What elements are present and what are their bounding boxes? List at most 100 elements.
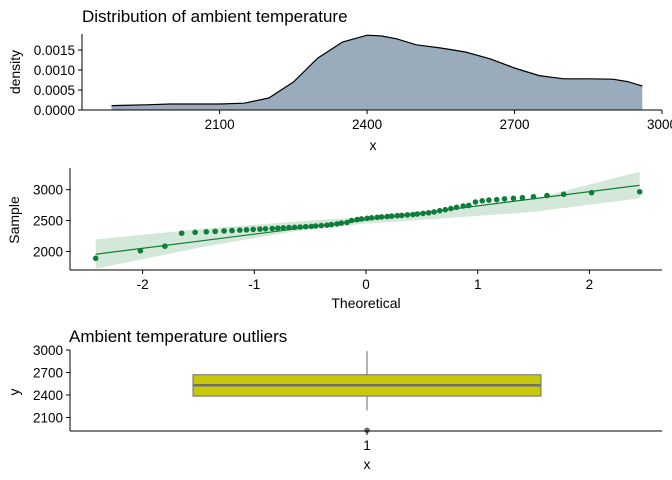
qq-point <box>297 224 303 230</box>
qq-point <box>368 215 375 221</box>
qq-point <box>510 195 517 202</box>
qq-panel: Theoretical Sample -2 -1 0 1 2 2000 2500 3000 <box>6 168 662 311</box>
qq-point <box>280 225 287 231</box>
qq-point <box>318 222 325 229</box>
qq-point <box>269 225 276 232</box>
density-y-axis-title: density <box>7 50 23 94</box>
qq-point <box>530 193 537 200</box>
box-y-tick-label: 3000 <box>33 343 63 358</box>
qq-point <box>250 226 256 233</box>
density-x-tick-label: 2700 <box>500 117 530 132</box>
qq-point <box>410 211 416 218</box>
box-panel: Ambient temperature outliers x y 2100 240… <box>6 327 662 472</box>
box-x-tick-label: 1 <box>363 438 371 453</box>
qq-x-axis-title: Theoretical <box>331 295 400 311</box>
qq-point <box>308 223 315 230</box>
box-title: Ambient temperature outliers <box>69 327 287 346</box>
qq-x-tick-label: 2 <box>586 277 594 292</box>
density-curve <box>111 34 643 107</box>
qq-point <box>286 224 292 231</box>
density-x-axis-title: x <box>370 137 377 153</box>
qq-point <box>394 212 401 219</box>
qq-point <box>328 221 335 228</box>
qq-point <box>203 229 210 235</box>
density-x-tick-label: 3000 <box>647 117 672 132</box>
qq-point <box>192 229 198 236</box>
qq-point <box>229 227 235 234</box>
qq-point <box>212 228 218 235</box>
density-title: Distribution of ambient temperature <box>82 7 348 26</box>
qq-point <box>519 194 526 201</box>
box-y-axis-title: y <box>6 389 22 396</box>
qq-point <box>378 214 385 220</box>
qq-point <box>436 207 443 214</box>
qq-point <box>137 248 144 254</box>
qq-point <box>348 217 355 224</box>
density-y-tick-label: 0.0015 <box>34 43 75 58</box>
qq-point <box>334 221 340 227</box>
qq-point <box>460 203 467 209</box>
qq-point <box>324 222 330 228</box>
qq-x-tick-label: 1 <box>474 277 482 292</box>
qq-y-axis-title: Sample <box>6 196 22 244</box>
qq-point <box>431 209 437 215</box>
qq-point <box>493 196 500 203</box>
qq-point <box>453 204 460 211</box>
qq-point <box>636 189 643 195</box>
qq-point <box>560 191 567 198</box>
density-y-tick-label: 0.0010 <box>34 63 75 78</box>
qq-point <box>448 205 454 212</box>
qq-point <box>338 220 345 226</box>
qq-point <box>364 215 370 222</box>
density-x-tick-label: 2400 <box>352 117 382 132</box>
qq-point <box>312 223 319 229</box>
box-y-tick-label: 2400 <box>33 388 63 403</box>
qq-point <box>291 224 298 231</box>
qq-point <box>262 226 269 232</box>
qq-point <box>221 228 227 234</box>
box-y-tick-label: 2100 <box>33 411 63 426</box>
qq-x-tick-label: -1 <box>248 277 260 292</box>
density-panel: Distribution of ambient temperature x de… <box>7 7 672 153</box>
qq-x-tick-label: 0 <box>362 277 370 292</box>
qq-point <box>162 243 168 249</box>
qq-point <box>275 225 281 231</box>
qq-point <box>178 230 185 236</box>
density-y-tick-label: 0.0000 <box>34 103 75 118</box>
qq-point <box>257 226 263 232</box>
qq-point <box>354 216 360 223</box>
qq-point <box>501 196 508 202</box>
box-y-tick-label: 2700 <box>33 366 63 381</box>
qq-point <box>398 212 405 219</box>
qq-point <box>374 214 381 221</box>
qq-point <box>466 202 472 209</box>
qq-point <box>425 210 432 216</box>
qq-point <box>404 212 411 218</box>
qq-point <box>442 206 449 213</box>
qq-point <box>588 189 595 196</box>
density-area <box>111 35 643 111</box>
qq-point <box>358 216 365 222</box>
qq-point <box>414 211 421 217</box>
qq-point <box>344 219 350 226</box>
qq-y-tick-label: 2000 <box>33 244 63 259</box>
density-x-tick-label: 2100 <box>205 117 235 132</box>
qq-y-tick-label: 2500 <box>33 214 63 229</box>
qq-y-tick-label: 3000 <box>33 183 63 198</box>
qq-point <box>388 213 395 219</box>
qq-point <box>486 197 492 203</box>
qq-point <box>237 227 243 233</box>
box-x-axis-title: x <box>364 456 371 472</box>
qq-point <box>472 199 479 205</box>
qq-point <box>384 213 391 220</box>
density-y-tick-label: 0.0005 <box>34 83 75 98</box>
qq-point <box>479 198 486 204</box>
qq-point <box>243 227 250 233</box>
qq-x-tick-label: -2 <box>137 277 149 292</box>
qq-point <box>302 223 309 230</box>
qq-point <box>420 210 426 217</box>
qq-point <box>92 255 99 262</box>
box-outlier-point <box>364 427 370 434</box>
